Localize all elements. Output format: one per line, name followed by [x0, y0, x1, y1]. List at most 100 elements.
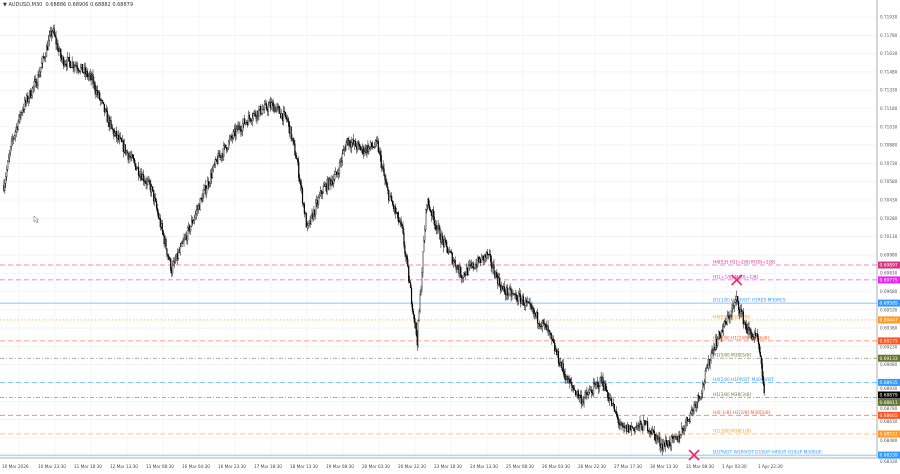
candle-body: [744, 322, 746, 325]
candle-body: [663, 442, 665, 450]
candle-body: [252, 113, 254, 119]
candle-body: [59, 48, 61, 52]
candle-body: [568, 378, 570, 384]
candle-body: [753, 336, 755, 338]
candle-body: [605, 383, 607, 391]
candle-body: [300, 185, 303, 189]
x-tick-label: 16 Mar 04:30: [182, 464, 210, 469]
candle-body: [660, 445, 662, 448]
candle-body: [390, 195, 392, 197]
candle-body: [707, 359, 709, 369]
candle-body: [364, 146, 366, 153]
candle-body: [463, 272, 465, 278]
candle-body: [737, 296, 739, 302]
candle-body: [305, 213, 307, 228]
candle-body: [131, 154, 133, 158]
candle-body: [290, 126, 292, 140]
candle-body: [382, 166, 384, 169]
y-tick-label: 0.71330: [880, 88, 898, 93]
current-price-tag-label: 0.68879: [880, 393, 898, 399]
candle-body: [161, 223, 163, 231]
candle-body: [327, 179, 329, 190]
candle-body: [379, 151, 381, 156]
candle-body: [558, 362, 561, 366]
candle-body: [129, 155, 131, 158]
candle-body: [34, 79, 36, 82]
candle-body: [458, 269, 460, 274]
candle-body: [39, 71, 41, 77]
candle-body: [44, 57, 46, 59]
candle-body: [292, 137, 294, 141]
candle-body: [421, 272, 423, 290]
candle-body: [462, 277, 464, 279]
candle-body: [646, 421, 649, 431]
candle-body: [625, 425, 627, 428]
candle-body: [541, 320, 543, 327]
candle-body: [232, 131, 234, 139]
candle-body: [306, 225, 308, 228]
candle-body: [108, 116, 110, 128]
candle-body: [308, 220, 310, 224]
candle-body: [465, 267, 468, 276]
candle-body: [29, 90, 32, 98]
candle-body: [579, 395, 581, 396]
candle-body: [345, 142, 347, 151]
price-tag-label: 0.69447: [880, 318, 898, 324]
candle-body: [111, 124, 113, 130]
candle-body: [264, 103, 267, 105]
candle-body: [167, 254, 169, 257]
candle-body: [694, 403, 696, 406]
candle-body: [506, 287, 508, 296]
level-label: H4[S3] H1[+2/8] M30[+2/8]: [713, 260, 775, 266]
candle-body: [649, 430, 652, 433]
candle-body: [464, 272, 466, 276]
candle-body: [527, 301, 529, 303]
collapse-triangle-icon[interactable]: ▼: [3, 2, 7, 8]
candle-body: [727, 315, 729, 317]
candle-body: [57, 43, 59, 52]
candle-body: [570, 382, 572, 383]
y-tick-label: 0.69230: [880, 345, 898, 350]
candle-body: [483, 254, 486, 261]
candle-body: [79, 70, 81, 72]
candle-body: [733, 305, 735, 307]
candle-body: [9, 146, 12, 154]
y-tick-label: 0.68930: [880, 386, 898, 391]
candle-body: [489, 253, 491, 257]
candle-body: [135, 163, 137, 171]
candle-body: [319, 190, 322, 196]
candle-body: [635, 427, 637, 429]
x-tick-label: 31 Mar 08:30: [686, 464, 714, 469]
candle-body: [121, 140, 123, 143]
candle-body: [728, 315, 730, 320]
candle-body: [589, 389, 591, 393]
candle-body: [411, 303, 414, 312]
candle-body: [553, 340, 555, 344]
candle-body: [749, 329, 751, 331]
price-tag: [878, 261, 900, 269]
candle-body: [220, 155, 222, 158]
candle-body: [38, 74, 40, 77]
candle-body: [99, 92, 101, 100]
candle-body: [254, 111, 256, 116]
candle-body: [416, 334, 418, 346]
x-tick-label: 20 Mar 03:30: [362, 464, 390, 469]
candle-body: [30, 95, 32, 98]
candle-body: [591, 390, 593, 393]
candle-body: [353, 139, 355, 145]
candle-body: [363, 151, 365, 154]
candle-body: [105, 108, 107, 111]
candle-body: [373, 146, 376, 148]
candle-body: [275, 108, 277, 112]
candle-body: [691, 409, 693, 411]
candle-body: [295, 155, 297, 159]
candle-body: [21, 112, 23, 113]
candle-body: [209, 173, 212, 184]
candle-body: [598, 386, 600, 389]
candle-body: [342, 150, 344, 154]
candle-body: [168, 255, 170, 260]
candle-body: [351, 142, 353, 148]
candle-body: [172, 261, 175, 266]
